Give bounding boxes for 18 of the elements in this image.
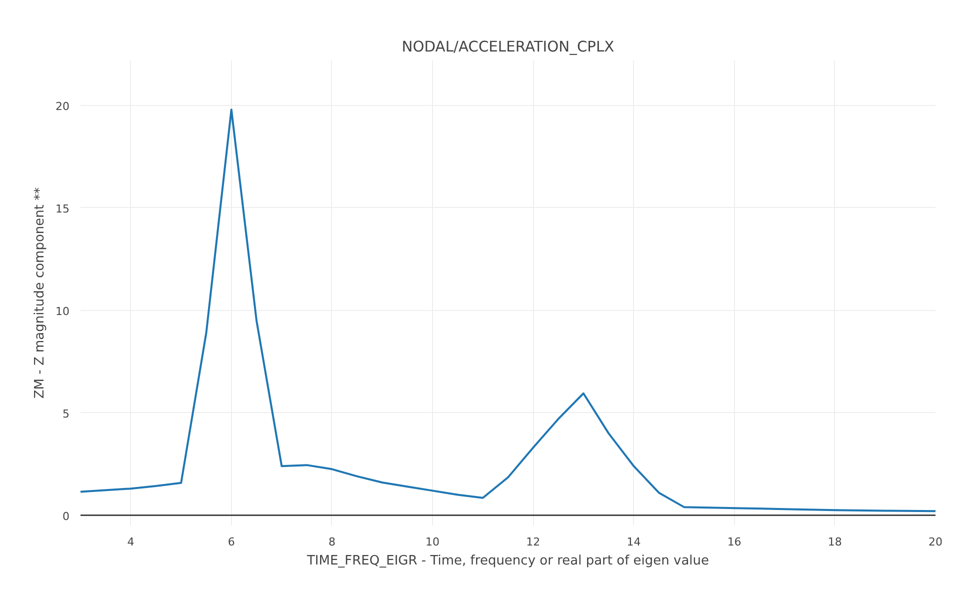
x-tick-label: 6 [228, 536, 235, 548]
y-tick-label: 5 [62, 407, 70, 420]
x-axis-title: TIME_FREQ_EIGR - Time, frequency or real part of eigen value [306, 554, 710, 568]
x-tick-label: 8 [328, 536, 336, 548]
x-tick-label: 18 [828, 536, 842, 548]
x-tick-label: 20 [928, 536, 942, 548]
y-tick-label: 10 [56, 304, 70, 318]
y-axis-title: ZM - Z magnitude component ** [32, 186, 48, 399]
x-tick-label: 4 [127, 536, 134, 548]
chart-title: NODAL/ACCELERATION_CPLX [402, 38, 614, 56]
y-tick-label: 20 [56, 100, 70, 114]
x-tick-label: 10 [426, 536, 440, 548]
x-tick-label: 16 [727, 536, 742, 548]
x-tick-label: 12 [526, 536, 540, 548]
y-tick-label: 15 [56, 202, 70, 216]
y-tick-label: 0 [62, 510, 70, 523]
x-tick-label: 14 [626, 536, 641, 548]
line-series [80, 108, 936, 512]
